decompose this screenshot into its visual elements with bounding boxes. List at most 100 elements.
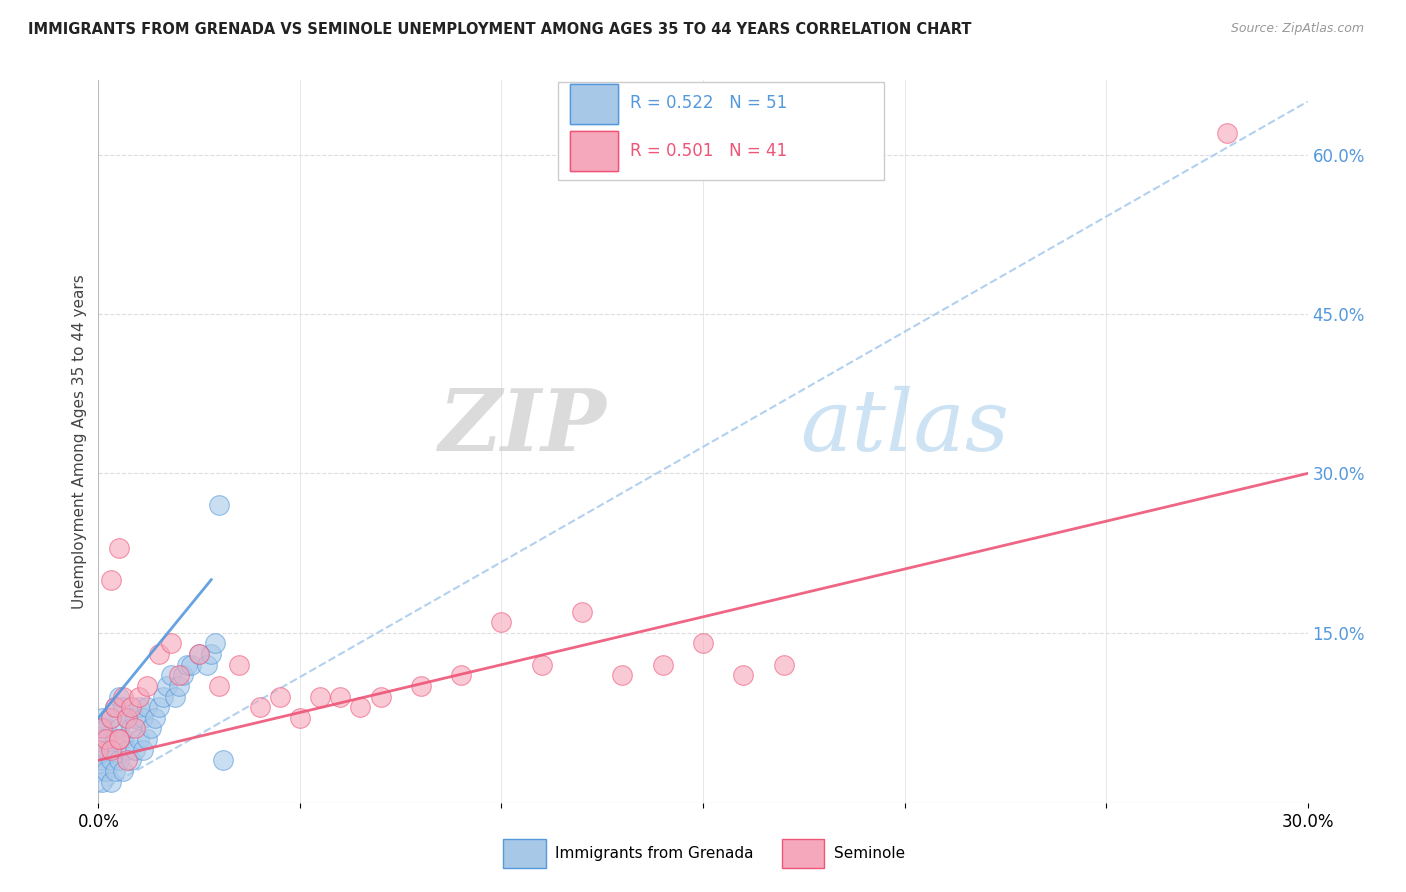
Point: [107, 732, 129, 747]
Point: [208, 498, 231, 512]
Point: [228, 657, 250, 672]
Point: [143, 711, 166, 725]
Point: [103, 764, 125, 778]
Y-axis label: Unemployment Among Ages 35 to 44 years: Unemployment Among Ages 35 to 44 years: [72, 274, 87, 609]
Point: [329, 690, 352, 704]
Point: [103, 700, 125, 714]
Text: R = 0.522   N = 51: R = 0.522 N = 51: [630, 95, 787, 112]
Point: [180, 657, 202, 672]
Point: [148, 647, 170, 661]
Point: [152, 690, 174, 704]
Point: [176, 657, 198, 672]
Point: [530, 657, 553, 672]
Point: [91, 722, 114, 736]
Point: [249, 700, 271, 714]
Point: [167, 679, 190, 693]
Point: [100, 573, 122, 587]
Point: [91, 753, 114, 767]
Point: [370, 690, 392, 704]
Text: IMMIGRANTS FROM GRENADA VS SEMINOLE UNEMPLOYMENT AMONG AGES 35 TO 44 YEARS CORRE: IMMIGRANTS FROM GRENADA VS SEMINOLE UNEM…: [28, 22, 972, 37]
Text: Source: ZipAtlas.com: Source: ZipAtlas.com: [1230, 22, 1364, 36]
Point: [115, 711, 138, 725]
Point: [160, 636, 183, 650]
Point: [111, 732, 134, 747]
Point: [100, 774, 122, 789]
Point: [188, 647, 211, 661]
Point: [204, 636, 226, 650]
Point: [571, 605, 593, 619]
Point: [87, 742, 110, 756]
Point: [135, 700, 157, 714]
Point: [208, 679, 231, 693]
Point: [87, 764, 110, 778]
Point: [156, 679, 179, 693]
Point: [172, 668, 194, 682]
Point: [128, 700, 150, 714]
Point: [651, 657, 673, 672]
Point: [107, 722, 129, 736]
Point: [132, 742, 155, 756]
FancyBboxPatch shape: [569, 131, 619, 170]
Point: [100, 753, 122, 767]
Point: [288, 711, 311, 725]
Point: [132, 711, 155, 725]
Point: [107, 541, 129, 555]
Point: [100, 742, 122, 756]
Point: [91, 732, 114, 747]
Point: [100, 711, 122, 725]
Point: [491, 615, 513, 630]
Text: Immigrants from Grenada: Immigrants from Grenada: [555, 846, 754, 861]
Text: R = 0.501   N = 41: R = 0.501 N = 41: [630, 142, 787, 160]
Point: [612, 668, 634, 682]
Point: [115, 711, 138, 725]
FancyBboxPatch shape: [569, 84, 619, 124]
Point: [91, 711, 114, 725]
Point: [111, 700, 134, 714]
Point: [107, 690, 129, 704]
Point: [103, 700, 125, 714]
Point: [115, 753, 138, 767]
Point: [120, 753, 142, 767]
Point: [135, 732, 157, 747]
Point: [349, 700, 371, 714]
Point: [1216, 127, 1239, 141]
Point: [450, 668, 472, 682]
Point: [188, 647, 211, 661]
Point: [772, 657, 794, 672]
FancyBboxPatch shape: [558, 82, 884, 180]
Point: [692, 636, 714, 650]
Point: [103, 732, 125, 747]
Point: [269, 690, 291, 704]
Point: [409, 679, 432, 693]
Point: [212, 753, 235, 767]
Point: [111, 690, 134, 704]
Point: [128, 732, 150, 747]
Text: atlas: atlas: [800, 385, 1010, 468]
Point: [160, 668, 183, 682]
Point: [100, 711, 122, 725]
Point: [115, 742, 138, 756]
Point: [96, 764, 118, 778]
Point: [135, 679, 157, 693]
Point: [87, 722, 110, 736]
Point: [120, 700, 142, 714]
Point: [91, 774, 114, 789]
Point: [309, 690, 332, 704]
Text: Seminole: Seminole: [834, 846, 904, 861]
Point: [96, 732, 118, 747]
Point: [733, 668, 755, 682]
Point: [167, 668, 190, 682]
Text: ZIP: ZIP: [439, 385, 606, 469]
Point: [124, 711, 146, 725]
FancyBboxPatch shape: [569, 131, 619, 170]
Point: [148, 700, 170, 714]
Point: [200, 647, 222, 661]
Point: [87, 742, 110, 756]
Point: [107, 753, 129, 767]
Point: [120, 722, 142, 736]
Point: [163, 690, 186, 704]
FancyBboxPatch shape: [782, 838, 824, 868]
Point: [124, 742, 146, 756]
Point: [96, 742, 118, 756]
Point: [139, 722, 162, 736]
